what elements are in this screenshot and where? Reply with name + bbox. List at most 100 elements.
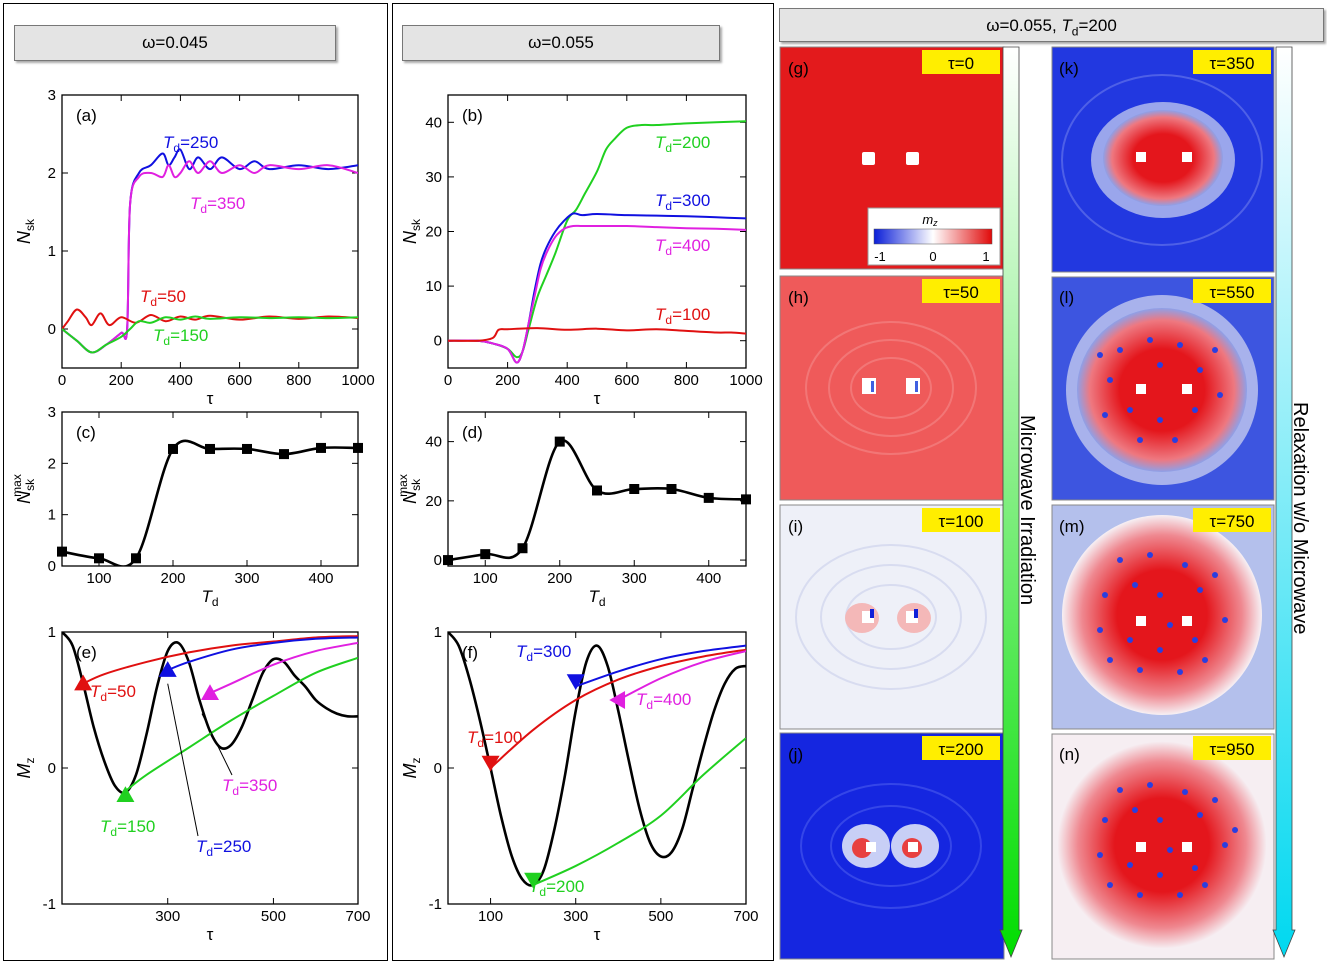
triangle-marker <box>158 661 177 677</box>
colorbar-max: 1 <box>982 249 989 264</box>
svg-text:(j): (j) <box>788 745 803 764</box>
data-marker <box>741 494 751 505</box>
snapshot-images: mz -1 0 1 <box>779 46 1275 960</box>
svg-text:(l): (l) <box>1059 288 1074 307</box>
plot-frame <box>447 411 747 567</box>
x-tick-label: 500 <box>648 908 673 925</box>
y-axis-label: Nsk <box>14 218 37 244</box>
snapshot-n <box>1051 733 1275 960</box>
y-tick-label: 0 <box>434 333 442 350</box>
y-tick-label: 40 <box>425 114 442 131</box>
panel-letter: (a) <box>76 106 97 125</box>
y-tick-label: 40 <box>425 434 442 451</box>
series-line <box>62 632 358 795</box>
panel-letter: (c) <box>76 423 96 442</box>
y-tick-label: 0 <box>434 552 442 569</box>
y-tick-label: 0 <box>434 760 442 777</box>
snapshot-j <box>779 732 1005 960</box>
x-tick-label: 400 <box>696 570 721 587</box>
series-label: Td=300 <box>516 642 571 664</box>
mz-colorbar: mz -1 0 1 <box>867 207 1001 266</box>
plot-frame <box>61 411 359 567</box>
data-marker <box>517 543 528 554</box>
panel-letter: (f) <box>462 643 478 662</box>
snapshot-label-l: (l) τ=550 <box>1059 279 1271 307</box>
series-line-td-50 <box>62 308 358 330</box>
series-line-td-300 <box>575 644 746 688</box>
snapshot-k <box>1051 46 1275 273</box>
x-tick-label: 100 <box>473 570 498 587</box>
x-tick-label: 800 <box>674 372 699 389</box>
x-axis-label: τ <box>594 925 601 944</box>
svg-text:τ=750: τ=750 <box>1209 512 1254 531</box>
series-line <box>448 632 746 887</box>
colorbar-min: -1 <box>874 249 886 264</box>
data-marker <box>666 484 677 494</box>
x-axis-label: τ <box>594 389 601 408</box>
series-label: Td=400 <box>636 690 691 712</box>
colorbar-mid: 0 <box>929 249 936 264</box>
data-marker <box>353 442 363 453</box>
svg-text:τ=950: τ=950 <box>1209 740 1254 759</box>
chart-c: 100 200 300 400 0 1 2 3 (c) Td Nskmax <box>10 404 363 609</box>
x-tick-label: 200 <box>160 570 185 587</box>
x-tick-label: 400 <box>308 570 333 587</box>
chart-b: 0 200 400 600 800 1000 0 10 20 30 40 (b) τ Nsk Td=200 T… <box>400 94 763 408</box>
column-1-frame <box>3 3 388 961</box>
svg-text:τ=350: τ=350 <box>1209 54 1254 73</box>
data-marker <box>94 553 104 564</box>
skyrmions-l <box>1097 337 1223 443</box>
series-label: Td=300 <box>655 191 710 213</box>
y-tick-label: 20 <box>425 493 442 510</box>
data-marker <box>57 546 67 557</box>
series-label: Td=200 <box>529 877 584 899</box>
x-tick-label: 300 <box>155 908 180 925</box>
snapshot-i <box>779 504 1005 730</box>
y-tick-label: 1 <box>48 507 56 524</box>
snapshot-h <box>779 275 1005 501</box>
x-tick-label: 500 <box>261 908 286 925</box>
snapshot-labels: (g) τ=0 (h) τ=50 (i) τ=100 (j) τ=200 (k) τ=35… <box>788 50 1271 764</box>
chart-a: 0 200 400 600 800 1000 0 1 2 3 (a) τ Nsk Td=250 Td=350… <box>14 87 375 408</box>
series-label: Td=250 <box>196 837 251 859</box>
series-line-td-400 <box>617 650 746 701</box>
svg-text:τ=100: τ=100 <box>938 512 983 531</box>
x-axis-label: Td <box>201 587 218 609</box>
data-marker <box>629 484 640 494</box>
header-omega-055: ω=0.055 <box>402 25 720 61</box>
series-line-td-50 <box>82 635 358 685</box>
svg-text:(i): (i) <box>788 517 803 536</box>
snapshot-label-j: (j) τ=200 <box>788 736 1000 764</box>
data-marker <box>480 549 491 560</box>
pointer-line <box>167 683 199 837</box>
y-tick-label: 2 <box>48 165 56 182</box>
series-line-td-400 <box>448 224 746 364</box>
x-tick-label: 700 <box>345 908 370 925</box>
series-line-td-150 <box>124 656 358 792</box>
panel-letter: (e) <box>76 643 97 662</box>
svg-text:τ=0: τ=0 <box>948 54 974 73</box>
y-tick-label: 1 <box>48 624 56 641</box>
svg-text:τ=200: τ=200 <box>938 740 983 759</box>
y-axis-label: Nsk <box>400 218 423 244</box>
series-line-td-100 <box>448 327 746 342</box>
y-tick-label: 1 <box>48 243 56 260</box>
series-line-td-100 <box>489 648 746 769</box>
data-marker <box>242 443 252 454</box>
series-label: Td=350 <box>190 194 245 216</box>
data-marker <box>205 443 215 454</box>
x-tick-label: 700 <box>733 908 758 925</box>
snapshot-g: mz -1 0 1 <box>779 46 1005 270</box>
snapshot-label-i: (i) τ=100 <box>788 508 1000 536</box>
svg-text:τ=50: τ=50 <box>943 283 979 302</box>
pointer-line <box>201 713 233 776</box>
x-tick-label: 100 <box>86 570 111 587</box>
series-line-td-150 <box>62 315 358 354</box>
series-label: Td=50 <box>140 287 186 309</box>
x-tick-label: 1000 <box>341 372 374 389</box>
x-tick-label: 0 <box>444 372 452 389</box>
series-line <box>62 439 358 566</box>
x-tick-label: 200 <box>109 372 134 389</box>
series-label: Td=100 <box>655 305 710 327</box>
data-marker <box>443 555 453 566</box>
